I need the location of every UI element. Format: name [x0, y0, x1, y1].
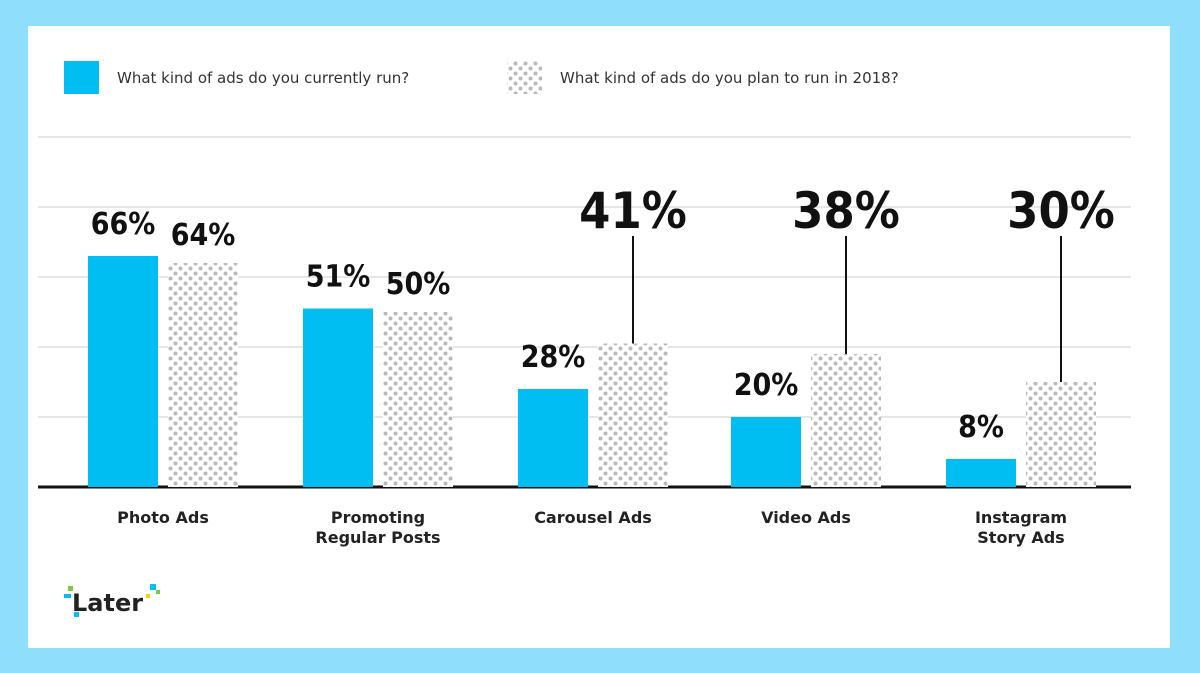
- category-label: Promoting: [331, 508, 425, 527]
- category-label: Photo Ads: [117, 508, 209, 527]
- value-label-plan: 64%: [171, 218, 236, 253]
- bar-current-carousel-ads: [518, 389, 588, 487]
- category-label: Carousel Ads: [534, 508, 652, 527]
- bar-current-photo-ads: [88, 256, 158, 487]
- bar-plan-promoting-regular-posts: [383, 312, 453, 487]
- value-label-plan: 50%: [386, 267, 451, 302]
- bar-plan-carousel-ads: [598, 343, 668, 487]
- value-label-current: 20%: [734, 368, 799, 403]
- category-label: Story Ads: [977, 528, 1064, 547]
- value-label-current: 51%: [306, 260, 371, 295]
- legend-label-current: What kind of ads do you currently run?: [117, 69, 409, 87]
- value-label-plan: 41%: [579, 182, 687, 240]
- bar-current-instagram-story-ads: [946, 459, 1016, 487]
- logo-text: Later: [72, 589, 143, 617]
- value-label-current: 8%: [958, 410, 1004, 445]
- bar-plan-video-ads: [811, 354, 881, 487]
- later-logo-mark: [64, 584, 160, 617]
- bar-plan-photo-ads: [168, 263, 238, 487]
- chart-card: What kind of ads do you currently run? W…: [28, 26, 1170, 648]
- bar-chart: What kind of ads do you currently run? W…: [38, 61, 1131, 617]
- value-label-plan: 30%: [1007, 182, 1115, 240]
- legend-swatch-plan: [507, 61, 542, 94]
- later-logo: Later: [64, 584, 160, 617]
- legend-swatch-current: [64, 61, 99, 94]
- category-label: Instagram: [975, 508, 1067, 527]
- value-label-current: 28%: [521, 340, 586, 375]
- value-label-current: 66%: [91, 207, 156, 242]
- legend: What kind of ads do you currently run? W…: [64, 61, 899, 94]
- bar-current-video-ads: [731, 417, 801, 487]
- bars: [88, 256, 1096, 487]
- value-labels: 66% 64% 51% 50% 28% 41% 20% 38% 8% 30%: [91, 182, 1115, 445]
- category-label: Regular Posts: [315, 528, 440, 547]
- value-label-plan: 38%: [792, 182, 900, 240]
- legend-label-plan: What kind of ads do you plan to run in 2…: [560, 69, 899, 87]
- category-label: Video Ads: [761, 508, 851, 527]
- bar-current-promoting-regular-posts: [303, 308, 373, 487]
- bar-plan-instagram-story-ads: [1026, 382, 1096, 487]
